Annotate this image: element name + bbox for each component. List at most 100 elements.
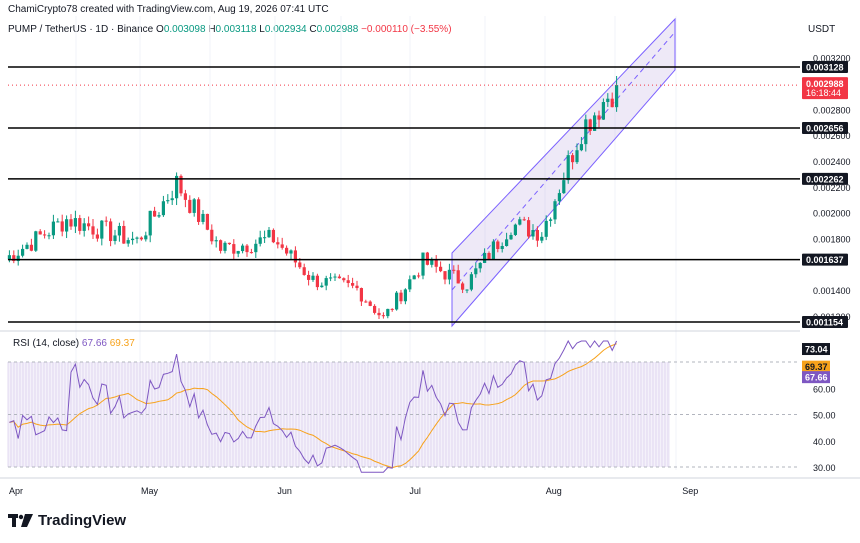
rsi-tick-label: 60.00 (813, 384, 836, 394)
candle-body (113, 235, 117, 242)
price-tick-label: 0.002400 (813, 157, 851, 167)
chart-credit: ChamiCrypto78 created with TradingView.c… (8, 4, 329, 15)
candle-body (421, 252, 425, 276)
tradingview-logo[interactable]: TradingView (8, 512, 126, 529)
candle-body (219, 240, 223, 251)
candle-body (201, 213, 205, 222)
candle-body (47, 235, 51, 237)
candle-body (12, 255, 16, 262)
candle-body (320, 285, 324, 288)
level-badge (802, 121, 848, 134)
candle-body (293, 250, 297, 263)
candle-body (333, 276, 337, 278)
level-badge-label: 0.002656 (806, 123, 844, 133)
candle-body (522, 219, 526, 221)
candle-body (227, 242, 231, 245)
candle-body (175, 175, 179, 199)
candle-body (307, 274, 311, 280)
candle-body (377, 312, 381, 316)
candle-body (267, 229, 271, 238)
candle-body (456, 270, 460, 284)
rsi-label: RSI (14, close) (13, 338, 80, 349)
candle-body (117, 225, 121, 236)
candle-body (280, 244, 284, 248)
rsi-tick-label: 40.00 (813, 437, 836, 447)
candle-body (166, 200, 170, 202)
candle-body (126, 240, 130, 244)
candle-body (161, 201, 165, 216)
candle-body (465, 289, 469, 291)
candle-body (21, 248, 25, 256)
candle-body (566, 155, 570, 181)
candle-body (122, 225, 126, 244)
candle-body (412, 275, 416, 280)
candle-body (615, 85, 619, 108)
candle-body (487, 252, 491, 260)
candle-body (364, 301, 368, 303)
candle-body (606, 98, 610, 103)
candle-body (7, 255, 11, 260)
channel-midline (451, 31, 676, 291)
candle-body (69, 219, 73, 227)
candle-body (557, 193, 561, 202)
candle-body (148, 210, 152, 236)
level-badge (802, 172, 848, 185)
candle-body (610, 98, 614, 108)
candle-body (82, 223, 86, 231)
tradingview-logo-icon (8, 513, 33, 527)
time-tick-label: Sep (682, 486, 698, 496)
level-badge-label: 0.001637 (806, 255, 844, 265)
candle-body (179, 175, 183, 194)
ohlc-change: −0.000110 (−3.55%) (361, 24, 452, 35)
rsi-tick-label: 50.00 (813, 411, 836, 421)
price-tick-label: 0.001800 (813, 235, 851, 245)
time-tick-label: May (141, 486, 159, 496)
rsi-legend[interactable]: RSI (14, close) 67.66 69.37 (13, 338, 135, 349)
level-badge-label: 0.001154 (806, 318, 843, 328)
candle-body (425, 252, 429, 265)
candle-body (527, 220, 531, 237)
currency-label[interactable]: USDT (808, 24, 836, 35)
rsi-badge (802, 371, 830, 384)
candle-body (544, 220, 548, 237)
candle-body (241, 245, 245, 252)
symbol-legend[interactable]: PUMP / TetherUS · 1D · Binance O0.003098… (8, 24, 452, 35)
candle-body (223, 242, 227, 251)
time-tick-label: Jun (277, 486, 292, 496)
candle-body (170, 198, 174, 201)
candle-body (403, 289, 407, 302)
candle-body (144, 235, 148, 240)
rsi-badge-label: 67.66 (805, 373, 828, 383)
candle-body (351, 283, 355, 286)
candle-body (56, 221, 60, 223)
candle-body (562, 180, 566, 194)
candle-body (232, 244, 236, 254)
candle-body (65, 219, 69, 232)
level-badge-label: 0.002262 (806, 174, 844, 184)
candle-body (302, 267, 306, 275)
candle-body (249, 252, 253, 254)
price-tick-label: 0.003200 (813, 54, 851, 64)
candle-body (571, 155, 575, 163)
current-price-label: 0.002988 (806, 79, 844, 89)
candle-body (531, 230, 535, 237)
candle-body (197, 199, 201, 222)
level-badge (802, 253, 848, 266)
candle-body (258, 237, 262, 244)
candle-body (285, 247, 289, 254)
candle-body (254, 243, 258, 253)
level-badge (802, 316, 848, 328)
candle-body (289, 250, 293, 254)
candle-body (434, 259, 438, 267)
candle-body (188, 199, 192, 213)
candle-body (91, 226, 95, 235)
candle-body (447, 269, 451, 280)
candle-body (461, 283, 465, 290)
price-tick-label: 0.001400 (813, 286, 851, 296)
ohlc-high: H0.003118 (208, 24, 257, 35)
ohlc-open: O0.003098 (156, 24, 206, 35)
level-badge (802, 61, 848, 73)
candle-body (373, 305, 377, 313)
candle-body (601, 102, 605, 120)
